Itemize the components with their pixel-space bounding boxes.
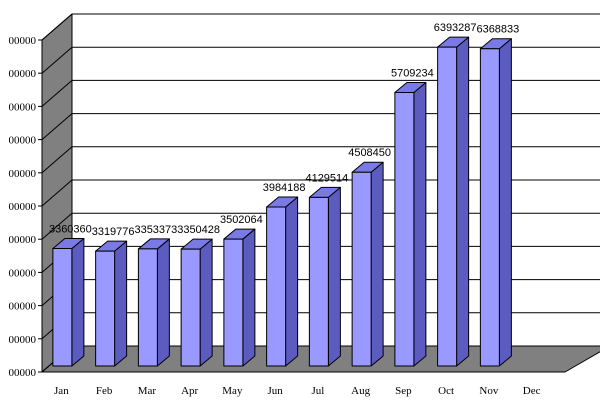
y-tick-label: 00000 xyxy=(9,367,37,379)
bar xyxy=(266,206,287,367)
x-tick-label: Mar xyxy=(138,385,157,397)
data-label: 3502064 xyxy=(220,214,263,226)
gridline-side xyxy=(41,146,73,174)
gridline-side xyxy=(41,80,73,107)
y-tick-label: 00000 xyxy=(9,68,37,80)
bar-side xyxy=(413,82,427,367)
gridline-side xyxy=(41,46,73,74)
bar-side xyxy=(114,240,128,367)
y-tick-label: 00000 xyxy=(9,234,37,246)
y-tick-label: 00000 xyxy=(9,267,37,279)
y-tick-label: 00000 xyxy=(9,135,37,147)
gridline-side xyxy=(41,113,73,140)
x-tick-label: Nov xyxy=(479,385,498,397)
bar-side xyxy=(456,36,470,367)
bar xyxy=(223,238,244,367)
data-label: 4129514 xyxy=(305,172,348,184)
bar-side xyxy=(199,238,213,367)
x-tick-label: Jan xyxy=(54,385,69,397)
bar xyxy=(394,92,415,367)
y-tick-label: 00000 xyxy=(9,101,37,113)
bar xyxy=(351,171,372,367)
bar xyxy=(479,48,500,367)
x-tick-label: Oct xyxy=(438,385,454,397)
x-tick-label: Dec xyxy=(523,385,541,397)
x-tick-label: Aug xyxy=(351,385,370,397)
gridline-side xyxy=(41,13,73,41)
x-tick-label: Jul xyxy=(311,385,324,397)
bar-side xyxy=(242,228,256,367)
x-tick-label: May xyxy=(222,385,243,397)
x-tick-label: Apr xyxy=(181,385,198,397)
data-label: 5709234 xyxy=(391,68,434,80)
bar-side xyxy=(327,186,341,367)
bar xyxy=(52,247,73,367)
y-tick-label: 00000 xyxy=(9,168,37,180)
x-tick-label: Jun xyxy=(267,385,283,397)
data-label: 4508450 xyxy=(348,147,391,159)
bar-side xyxy=(285,196,299,367)
x-tick-label: Feb xyxy=(96,385,113,397)
data-label: 3350428 xyxy=(177,224,220,236)
gridline-side xyxy=(41,179,73,207)
data-label: 6393287 xyxy=(434,22,477,34)
x-tick-label: Sep xyxy=(395,385,412,397)
y-tick-label: 00000 xyxy=(9,334,37,346)
y-tick-label: 00000 xyxy=(9,35,37,47)
y-tick-label: 00000 xyxy=(9,301,37,313)
bar xyxy=(180,248,201,367)
bar-side xyxy=(498,38,512,367)
bar xyxy=(308,196,329,367)
data-label: 3984188 xyxy=(263,182,306,194)
bar xyxy=(437,46,458,367)
bar-side xyxy=(370,161,384,367)
bar-side xyxy=(156,238,170,367)
data-label: 3360360 xyxy=(49,223,92,235)
data-label: 3319776 xyxy=(92,226,135,238)
data-label: 6368833 xyxy=(476,24,519,36)
data-label: 3353373 xyxy=(134,224,177,236)
bar-side xyxy=(71,237,85,367)
gridline-side xyxy=(41,212,73,240)
bar xyxy=(95,250,116,367)
bar xyxy=(137,248,158,367)
y-tick-label: 00000 xyxy=(9,201,37,213)
